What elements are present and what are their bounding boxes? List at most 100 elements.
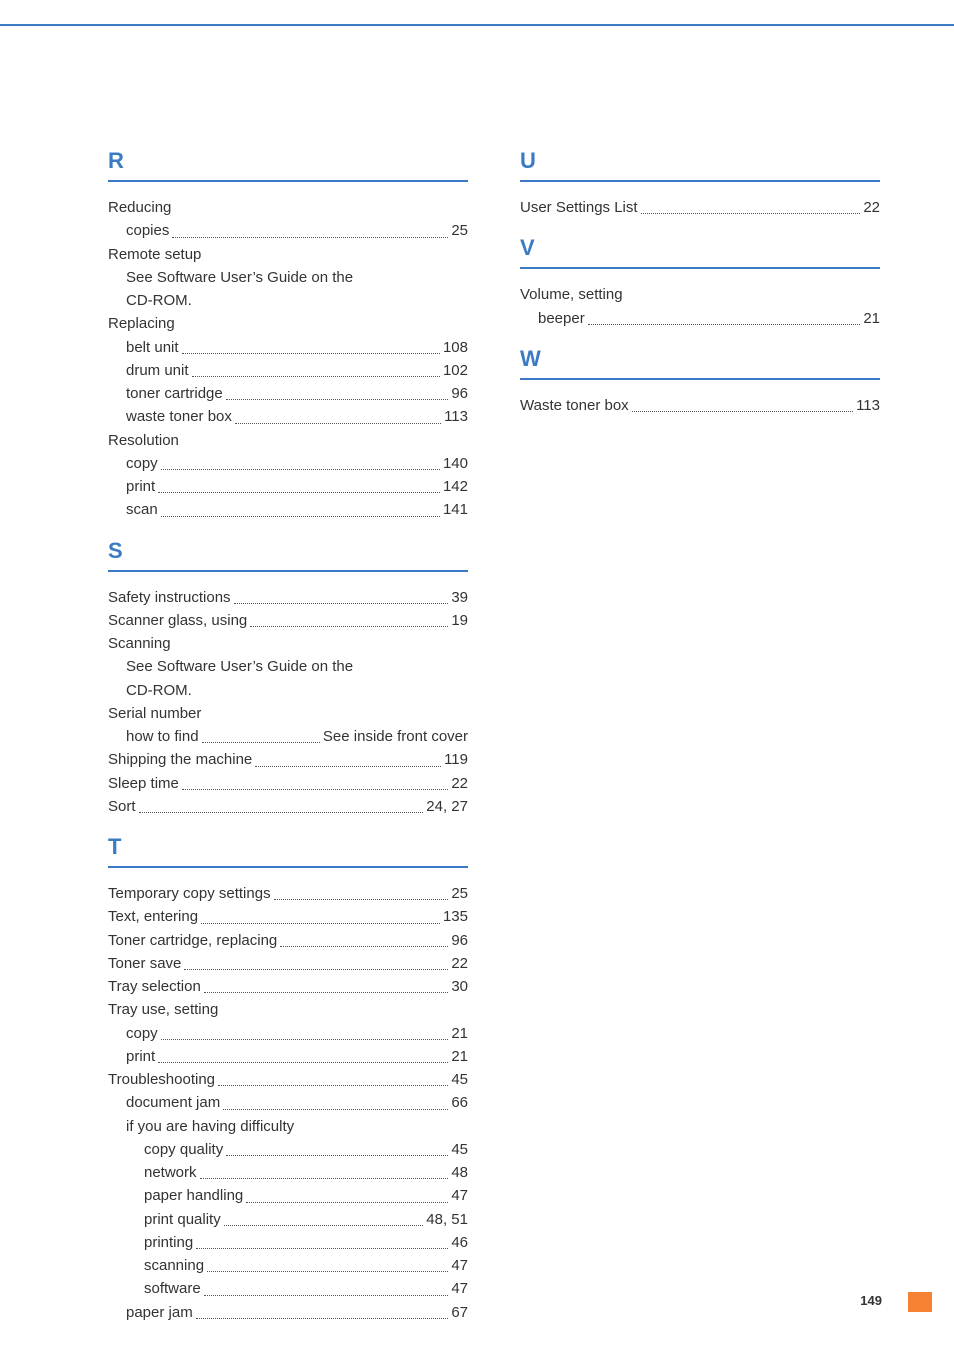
- index-entry-label: Temporary copy settings: [108, 882, 271, 905]
- index-entry-page: 96: [451, 929, 468, 952]
- index-entry-label: Tray selection: [108, 975, 201, 998]
- index-entry: network 48: [108, 1161, 468, 1184]
- index-entry-label: printing: [144, 1231, 193, 1254]
- leader-dots: [200, 1161, 449, 1179]
- index-entry: how to find See inside front cover: [108, 725, 468, 748]
- leader-dots: [182, 772, 448, 790]
- index-entry: Toner cartridge, replacing 96: [108, 929, 468, 952]
- section-rule: [520, 180, 880, 182]
- leader-dots: [235, 405, 441, 423]
- section-letter: R: [108, 148, 124, 174]
- leader-dots: [139, 795, 424, 813]
- index-entry-label: Serial number: [108, 702, 201, 725]
- index-entry-label: beeper: [538, 307, 585, 330]
- index-entry-label: Replacing: [108, 312, 175, 335]
- right-column: U User Settings List 22 V Volume, settingbe…: [520, 140, 880, 1332]
- index-entry-label: how to find: [126, 725, 199, 748]
- index-entry: User Settings List 22: [520, 196, 880, 219]
- index-content: RReducingcopies 25Remote setupSee Softwa…: [108, 140, 882, 1332]
- leader-dots: [196, 1231, 448, 1249]
- index-entry-label: software: [144, 1277, 201, 1300]
- section-rule: [520, 267, 880, 269]
- index-entry-label: Reducing: [108, 196, 171, 219]
- leader-dots: [224, 1208, 424, 1226]
- index-entry: CD-ROM.: [108, 289, 468, 312]
- index-entry-label: document jam: [126, 1091, 220, 1114]
- index-entry: Sleep time 22: [108, 772, 468, 795]
- index-entry-page: 48, 51: [426, 1208, 468, 1231]
- index-entry-label: See Software User’s Guide on the: [126, 655, 353, 678]
- section-heading-w: W: [520, 346, 880, 372]
- index-entry: copy 140: [108, 452, 468, 475]
- leader-dots: [204, 1277, 449, 1295]
- index-entry-page: 39: [451, 586, 468, 609]
- index-entry-page: 22: [451, 772, 468, 795]
- index-entry-page: 21: [863, 307, 880, 330]
- index-entry-page: 21: [451, 1022, 468, 1045]
- index-entry-label: Waste toner box: [520, 394, 629, 417]
- index-entry-page: 47: [451, 1184, 468, 1207]
- index-entry: Tray selection 30: [108, 975, 468, 998]
- leader-dots: [192, 359, 440, 377]
- index-entry-label: User Settings List: [520, 196, 638, 219]
- index-entry-label: print: [126, 475, 155, 498]
- index-entry-label: Tray use, setting: [108, 998, 218, 1021]
- leader-dots: [182, 336, 440, 354]
- index-entry: scanning 47: [108, 1254, 468, 1277]
- index-entry: Volume, setting: [520, 283, 880, 306]
- index-entry-label: scan: [126, 498, 158, 521]
- index-entry: scan 141: [108, 498, 468, 521]
- section-heading-v: V: [520, 235, 880, 261]
- section-heading-u: U: [520, 148, 880, 174]
- leader-dots: [196, 1301, 449, 1319]
- index-entry-page: 113: [444, 405, 468, 428]
- index-entry-page: 19: [451, 609, 468, 632]
- index-entry-label: Scanner glass, using: [108, 609, 247, 632]
- index-entry: Resolution: [108, 429, 468, 452]
- index-entry: See Software User’s Guide on the: [108, 266, 468, 289]
- leader-dots: [274, 882, 449, 900]
- leader-dots: [218, 1068, 448, 1086]
- index-entry: Waste toner box 113: [520, 394, 880, 417]
- index-entry: CD-ROM.: [108, 679, 468, 702]
- index-entry-label: Shipping the machine: [108, 748, 252, 771]
- index-entry-page: 25: [451, 219, 468, 242]
- section-heading-r: R: [108, 148, 468, 174]
- index-entry: document jam 66: [108, 1091, 468, 1114]
- index-entry: paper handling 47: [108, 1184, 468, 1207]
- index-entry: toner cartridge 96: [108, 382, 468, 405]
- index-entry-page: 67: [451, 1301, 468, 1324]
- index-entry-label: drum unit: [126, 359, 189, 382]
- section-rule: [108, 180, 468, 182]
- index-entry-page: 30: [451, 975, 468, 998]
- section-letter: S: [108, 538, 123, 564]
- index-entry: waste toner box 113: [108, 405, 468, 428]
- index-entry: belt unit 108: [108, 336, 468, 359]
- index-entry-page: 46: [451, 1231, 468, 1254]
- index-entry: See Software User’s Guide on the: [108, 655, 468, 678]
- section-rule: [520, 378, 880, 380]
- index-entry: copy 21: [108, 1022, 468, 1045]
- index-entry-label: print: [126, 1045, 155, 1068]
- section-rule: [108, 866, 468, 868]
- index-entry-label: copy: [126, 1022, 158, 1045]
- index-entry-page: 47: [451, 1277, 468, 1300]
- index-entry: Safety instructions 39: [108, 586, 468, 609]
- leader-dots: [202, 725, 320, 743]
- leader-dots: [204, 975, 449, 993]
- leader-dots: [234, 586, 449, 604]
- index-entry: copies 25: [108, 219, 468, 242]
- index-entry-page: 22: [451, 952, 468, 975]
- leader-dots: [207, 1254, 448, 1272]
- page-number: 149: [860, 1293, 882, 1308]
- index-entry-label: print quality: [144, 1208, 221, 1231]
- leader-dots: [158, 475, 440, 493]
- index-entry-label: belt unit: [126, 336, 179, 359]
- index-entry: Troubleshooting 45: [108, 1068, 468, 1091]
- index-entry-page: 45: [451, 1138, 468, 1161]
- index-entry-label: CD-ROM.: [126, 679, 192, 702]
- index-entry-label: Scanning: [108, 632, 171, 655]
- index-entry-page: 25: [451, 882, 468, 905]
- leader-dots: [246, 1184, 448, 1202]
- index-entry-page: 142: [443, 475, 468, 498]
